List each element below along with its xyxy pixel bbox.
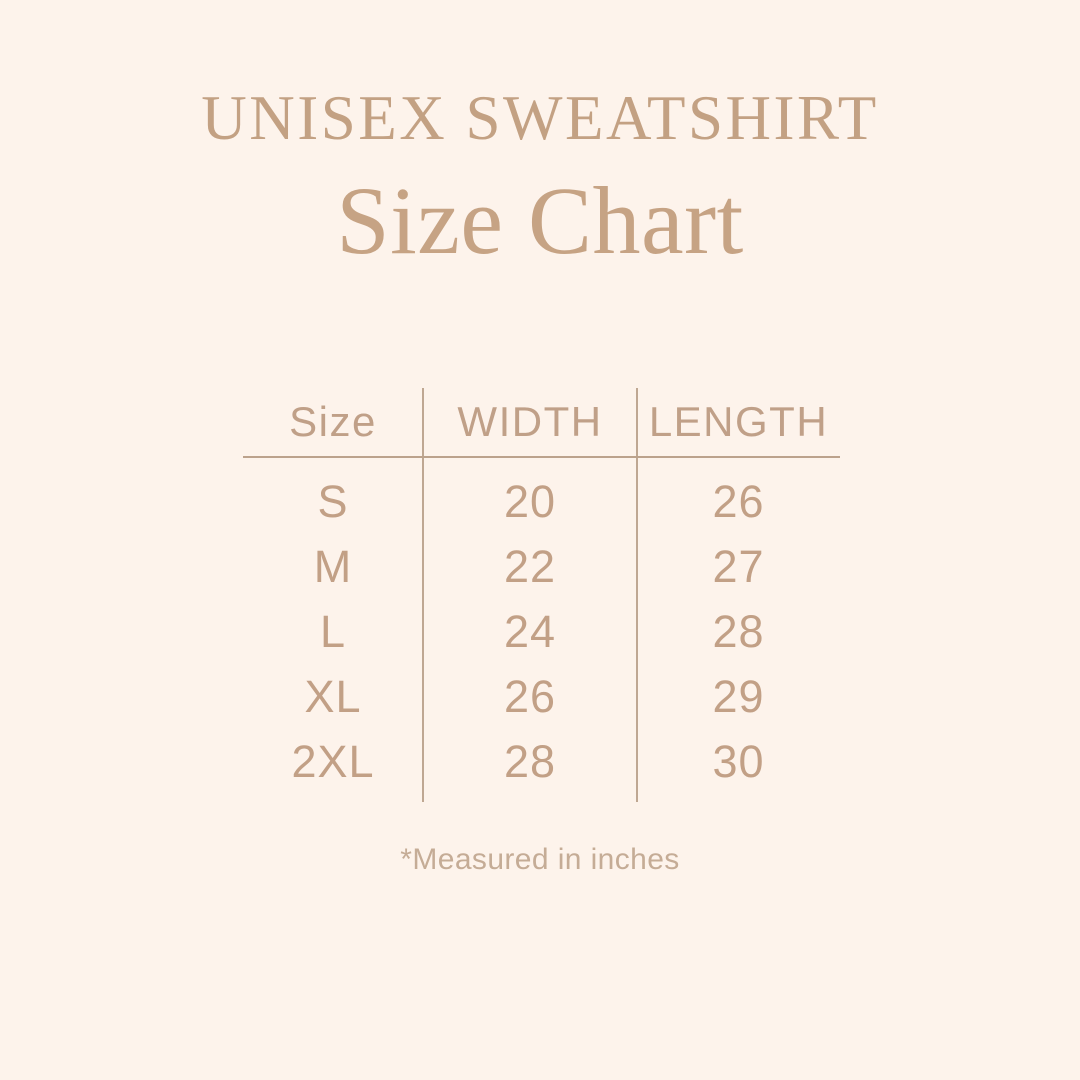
column-header-size: Size (289, 398, 377, 445)
cell-width: 24 (503, 605, 557, 657)
cell-size: S (317, 475, 349, 527)
cell-width: 20 (503, 475, 557, 527)
measurement-note: *Measured in inches (400, 843, 680, 876)
cell-size: 2XL (291, 735, 375, 787)
column-header-length: LENGTH (648, 398, 829, 445)
cell-length: 29 (712, 670, 765, 722)
table-row: 2XL 28 30 (243, 729, 840, 794)
product-type-title: UNISEX SWEATSHIRT (201, 83, 879, 153)
cell-width: 26 (503, 670, 557, 722)
cell-width: 28 (503, 735, 557, 787)
column-divider-width-length (636, 388, 638, 802)
column-divider-size-width (422, 388, 424, 802)
cell-length: 28 (712, 605, 765, 657)
table-row: M 22 27 (243, 534, 840, 599)
table-row: L 24 28 (243, 599, 840, 664)
size-table-container: Size WIDTH LENGTH S 20 26 M 22 27 L (243, 388, 840, 802)
table-header-row: Size WIDTH LENGTH (243, 388, 840, 456)
header-underline-rule (243, 456, 840, 458)
cell-length: 26 (712, 475, 765, 527)
cell-size: XL (304, 670, 362, 722)
cell-size: L (319, 605, 347, 657)
cell-length: 27 (712, 540, 765, 592)
table-row: S 20 26 (243, 456, 840, 534)
table-row: XL 26 29 (243, 664, 840, 729)
cell-length: 30 (712, 735, 765, 787)
page-title: Size Chart (336, 167, 744, 274)
cell-width: 22 (503, 540, 557, 592)
cell-size: M (313, 540, 353, 592)
column-header-width: WIDTH (457, 398, 603, 445)
size-table: Size WIDTH LENGTH S 20 26 M 22 27 L (243, 388, 840, 794)
